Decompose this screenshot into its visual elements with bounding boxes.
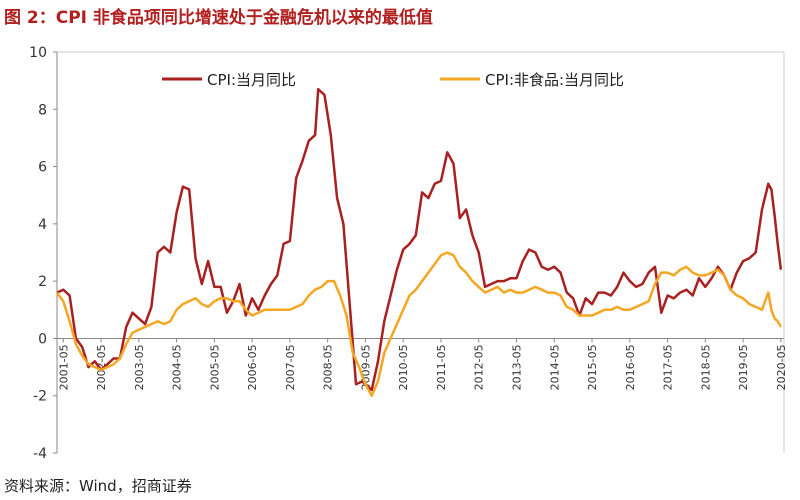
y-tick-label: 8 — [38, 102, 47, 118]
x-tick-label: 2007-05 — [284, 344, 297, 390]
y-tick-label: -2 — [33, 389, 47, 405]
x-tick-label: 2017-05 — [662, 344, 675, 390]
x-tick-label: 2008-05 — [322, 344, 335, 390]
x-tick-label: 2018-05 — [699, 344, 712, 390]
x-tick-label: 2013-05 — [510, 344, 523, 390]
y-tick-label: -4 — [33, 446, 47, 462]
series-line-cpi — [56, 87, 783, 392]
x-tick-label: 2011-05 — [435, 344, 448, 390]
legend: CPI:当月同比 CPI:非食品:当月同比 — [162, 71, 624, 89]
legend-label-nonfood: CPI:非食品:当月同比 — [485, 71, 624, 89]
x-tick-label: 2001-05 — [57, 344, 70, 390]
x-tick-label: 2016-05 — [624, 344, 637, 390]
y-axis-ticks: 10 8 6 4 2 0 -2 -4 — [29, 45, 57, 462]
x-tick-label: 2019-05 — [737, 344, 750, 390]
legend-label-cpi: CPI:当月同比 — [207, 71, 296, 89]
y-tick-label: 6 — [38, 160, 47, 176]
series-line-nonfood — [55, 251, 782, 397]
x-tick-label: 2010-05 — [397, 344, 410, 390]
x-tick-label: 2012-05 — [473, 344, 486, 390]
x-tick-label: 2015-05 — [586, 344, 599, 390]
figure-title: 图 2：CPI 非食品项同比增速处于金融危机以来的最低值 — [4, 8, 433, 28]
source-note: 资料来源：Wind，招商证券 — [4, 477, 192, 495]
y-tick-label: 10 — [29, 45, 47, 61]
y-tick-label: 0 — [38, 331, 47, 347]
x-tick-label: 2004-05 — [171, 344, 184, 390]
x-axis-ticks: 2001-05 2002-05 2003-05 2004-05 2005-05 2006-… — [57, 338, 788, 390]
y-tick-label: 2 — [38, 274, 47, 290]
plot-frame — [56, 51, 785, 453]
x-tick-label: 2003-05 — [133, 344, 146, 390]
x-tick-label: 2014-05 — [548, 344, 561, 390]
y-tick-label: 4 — [38, 217, 47, 233]
x-tick-label: 2006-05 — [246, 344, 259, 390]
x-tick-label: 2002-05 — [95, 344, 108, 390]
x-tick-label: 2020-05 — [775, 344, 788, 390]
x-tick-label: 2005-05 — [208, 344, 221, 390]
series-lines — [55, 87, 783, 397]
